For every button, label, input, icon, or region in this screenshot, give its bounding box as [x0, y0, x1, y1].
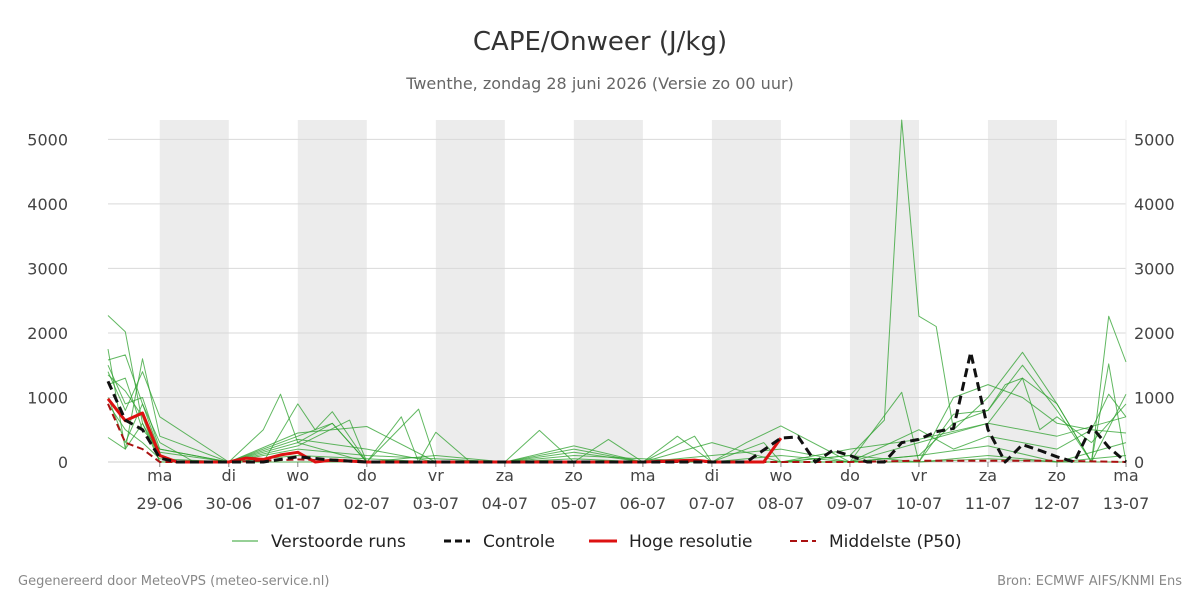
y-tick-label-right-0: 0: [1134, 453, 1144, 472]
y-axis-right: 0 1000 2000 3000 4000 5000: [1134, 130, 1175, 472]
shade-band-6: [987, 120, 1057, 462]
x-tick-date-3: 02-07: [344, 494, 391, 513]
x-tick-date-4: 03-07: [413, 494, 460, 513]
x-tick-date-0: 29-06: [137, 494, 184, 513]
legend-label-ensemble: Verstoorde runs: [271, 532, 406, 552]
x-tick-day-11: vr: [911, 466, 927, 485]
weekend-shading: [159, 120, 1057, 462]
control-series: [106, 350, 1127, 464]
y-tick-label-left-0: 0: [58, 453, 68, 472]
x-tick-date-2: 01-07: [275, 494, 322, 513]
legend-label-hires: Hoge resolutie: [629, 532, 753, 552]
median-series: [107, 403, 1127, 463]
shade-band-2: [435, 120, 505, 462]
y-tick-label-right-2000: 2000: [1134, 324, 1175, 343]
shade-band-1: [297, 120, 367, 462]
y-axis-left: 0 1000 2000 3000 4000 5000: [27, 130, 68, 472]
chart-title: CAPE/Onweer (J/kg): [473, 27, 727, 57]
shade-band-3: [573, 120, 643, 462]
median-line: [107, 403, 1127, 463]
y-tick-label-left-3000: 3000: [27, 259, 68, 278]
y-tick-label-right-5000: 5000: [1134, 130, 1175, 149]
footer-generated-by: Gegenereerd door MeteoVPS (meteo-service…: [18, 574, 329, 589]
y-tick-label-right-1000: 1000: [1134, 388, 1175, 407]
shade-band-0: [159, 120, 229, 462]
x-tick-date-8: 07-07: [689, 494, 736, 513]
x-tick-date-10: 09-07: [827, 494, 874, 513]
x-tick-day-12: za: [979, 466, 997, 485]
x-tick-day-4: vr: [428, 466, 444, 485]
x-tick-day-2: wo: [286, 466, 309, 485]
chart-legend: Verstoorde runs Controle Hoge resolutie …: [232, 532, 962, 552]
chart-subtitle: Twenthe, zondag 28 juni 2026 (Versie zo …: [405, 74, 794, 93]
x-tick-day-14: ma: [1113, 466, 1138, 485]
x-tick-day-7: ma: [630, 466, 655, 485]
x-tick-date-5: 04-07: [482, 494, 529, 513]
x-tick-day-1: di: [221, 466, 236, 485]
x-tick-day-10: do: [840, 466, 860, 485]
footer-source: Bron: ECMWF AIFS/KNMI Ens: [997, 574, 1182, 589]
x-tick-date-13: 12-07: [1034, 494, 1081, 513]
x-tick-date-11: 10-07: [896, 494, 943, 513]
x-tick-date-14: 13-07: [1103, 494, 1150, 513]
shade-band-5: [849, 120, 919, 462]
x-tick-day-13: zo: [1048, 466, 1066, 485]
grid-lines: [108, 120, 1127, 463]
y-tick-label-left-5000: 5000: [27, 130, 68, 149]
x-tick-day-0: ma: [147, 466, 172, 485]
x-tick-day-8: di: [705, 466, 720, 485]
y-tick-label-right-3000: 3000: [1134, 259, 1175, 278]
ensemble-line-9: [107, 364, 1127, 463]
y-tick-label-right-4000: 4000: [1134, 195, 1175, 214]
x-tick-day-3: do: [357, 466, 377, 485]
shade-band-4: [711, 120, 781, 462]
control-line: [106, 350, 1127, 464]
y-tick-label-left-2000: 2000: [27, 324, 68, 343]
x-tick-date-6: 05-07: [551, 494, 598, 513]
x-tick-date-7: 06-07: [620, 494, 667, 513]
legend-label-median: Middelste (P50): [829, 532, 962, 552]
legend-label-control: Controle: [483, 532, 555, 552]
y-tick-label-left-4000: 4000: [27, 195, 68, 214]
y-tick-label-left-1000: 1000: [27, 388, 68, 407]
x-tick-day-9: wo: [769, 466, 792, 485]
x-tick-date-1: 30-06: [206, 494, 253, 513]
x-tick-date-9: 08-07: [758, 494, 805, 513]
x-tick-date-12: 11-07: [965, 494, 1012, 513]
x-axis: ma 29-06 di 30-06 wo 01-07 do 02-07 vr 03-07 za 04-…: [137, 462, 1150, 513]
x-tick-day-5: za: [496, 466, 514, 485]
x-tick-day-6: zo: [565, 466, 583, 485]
